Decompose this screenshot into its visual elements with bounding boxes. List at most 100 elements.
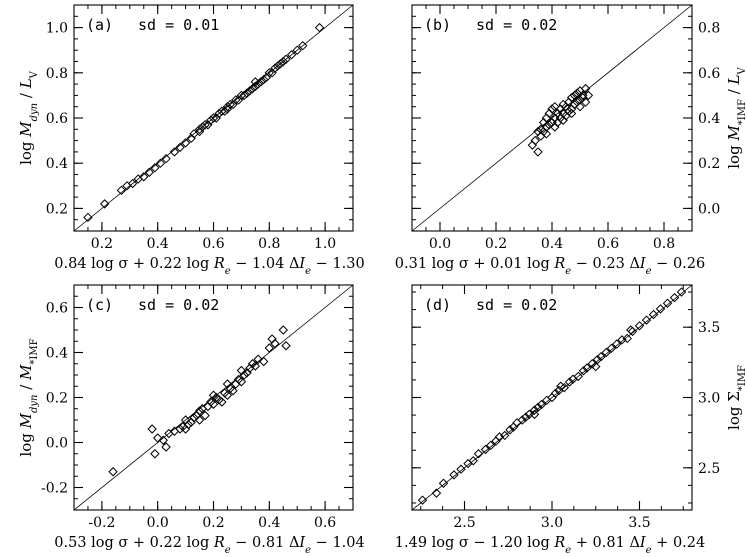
x-tick-label: 2.5 xyxy=(453,515,475,531)
y-tick-label: 3.0 xyxy=(698,391,720,407)
data-point xyxy=(208,390,219,400)
data-point xyxy=(417,495,428,505)
x-tick-label: 0.6 xyxy=(202,236,224,252)
data-point xyxy=(480,444,491,455)
y-tick-label: 1.0 xyxy=(46,21,68,37)
data-point xyxy=(222,379,233,389)
data-point xyxy=(641,315,652,325)
data-point xyxy=(139,172,149,182)
x-tick-label: 0.8 xyxy=(258,236,280,252)
data-point xyxy=(200,410,210,421)
identity-line xyxy=(73,4,354,232)
data-point xyxy=(564,377,575,387)
data-point xyxy=(108,467,118,477)
data-point xyxy=(236,377,247,387)
data-point xyxy=(655,304,666,314)
y-tick-label: 2.5 xyxy=(698,461,720,477)
data-point xyxy=(180,424,191,434)
y-tick-label: -0.2 xyxy=(41,481,68,497)
y-tick-label: 0.6 xyxy=(46,111,68,127)
data-point xyxy=(591,361,601,372)
x-tick-label: -0.2 xyxy=(88,515,115,531)
data-point xyxy=(573,371,583,382)
y-tick-label: 0.2 xyxy=(46,201,68,217)
data-point xyxy=(541,122,552,132)
data-point xyxy=(544,120,554,130)
data-point xyxy=(99,199,110,209)
x-tick-label: 0.6 xyxy=(597,236,619,252)
sd-annotation: sd = 0.02 xyxy=(476,296,557,314)
data-point xyxy=(169,147,180,157)
data-point xyxy=(264,68,275,78)
data-point xyxy=(558,115,568,125)
data-point xyxy=(144,167,155,177)
y-tick-label: 0.6 xyxy=(698,66,720,82)
data-point xyxy=(612,339,622,349)
data-point xyxy=(155,158,166,168)
x-axis-label: 0.53 log σ + 0.22 log Re − 0.81 ΔIe − 1.… xyxy=(54,535,364,556)
data-point xyxy=(194,406,205,416)
data-point xyxy=(449,470,459,480)
data-point xyxy=(530,135,540,146)
data-point xyxy=(250,77,261,87)
data-point xyxy=(270,338,280,349)
data-point xyxy=(494,432,505,442)
data-point xyxy=(517,415,527,425)
data-point xyxy=(259,74,269,85)
data-point xyxy=(83,212,93,223)
data-point xyxy=(150,449,160,459)
data-point xyxy=(473,449,484,459)
data-point xyxy=(250,361,261,371)
x-tick-label: 0.2 xyxy=(91,236,113,252)
data-point xyxy=(456,464,466,474)
sd-annotation: sd = 0.02 xyxy=(476,16,557,34)
data-point xyxy=(161,442,171,452)
data-point xyxy=(259,356,269,367)
data-point xyxy=(161,153,171,164)
data-point xyxy=(486,440,496,451)
data-point xyxy=(550,101,560,112)
x-tick-label: 1.0 xyxy=(314,236,336,252)
data-point xyxy=(580,97,591,107)
x-tick-label: 0.2 xyxy=(485,236,507,252)
data-point xyxy=(583,90,594,101)
panel-a: 0.2 0.4 0.6 0.8 1.0 0.2 0.4 0.6 0.8 1.0 (a) sd = 0.… xyxy=(17,4,365,277)
data-point xyxy=(275,59,286,69)
data-point xyxy=(194,415,205,425)
data-point xyxy=(536,399,547,410)
y-tick-label: 0.0 xyxy=(698,201,720,217)
data-point xyxy=(245,86,255,96)
data-point xyxy=(116,185,127,196)
x-tick-label: 0.4 xyxy=(258,515,280,531)
data-point xyxy=(627,326,638,337)
y-axis-label: log M*IMF / LV xyxy=(725,66,747,168)
data-point xyxy=(180,138,191,148)
data-point xyxy=(580,83,591,94)
data-point xyxy=(529,409,540,420)
sd-annotation: sd = 0.02 xyxy=(138,296,219,314)
data-point xyxy=(626,325,636,335)
data-point xyxy=(222,390,233,400)
panel-label: (d) xyxy=(424,296,451,314)
data-point xyxy=(669,292,680,303)
y-tick-label: 0.2 xyxy=(698,156,720,172)
x-tick-label: 3.5 xyxy=(628,515,650,531)
data-point xyxy=(278,325,288,335)
y-tick-label: 0.2 xyxy=(46,391,68,407)
data-point xyxy=(622,333,632,344)
x-tick-label: 0.6 xyxy=(314,515,336,531)
x-tick-label: 0.0 xyxy=(147,515,169,531)
data-point xyxy=(208,113,219,123)
data-point xyxy=(286,50,297,60)
y-tick-label: 3.5 xyxy=(698,320,720,336)
data-point xyxy=(200,120,210,130)
data-point xyxy=(208,399,219,409)
data-point xyxy=(500,430,510,441)
panel-label: (c) xyxy=(86,296,113,314)
data-point xyxy=(158,435,168,445)
y-tick-label: 0.8 xyxy=(46,66,68,82)
data-point xyxy=(547,104,557,114)
y-tick-label: 0.4 xyxy=(46,346,68,362)
data-point xyxy=(239,90,249,101)
x-tick-label: 0.0 xyxy=(429,236,451,252)
